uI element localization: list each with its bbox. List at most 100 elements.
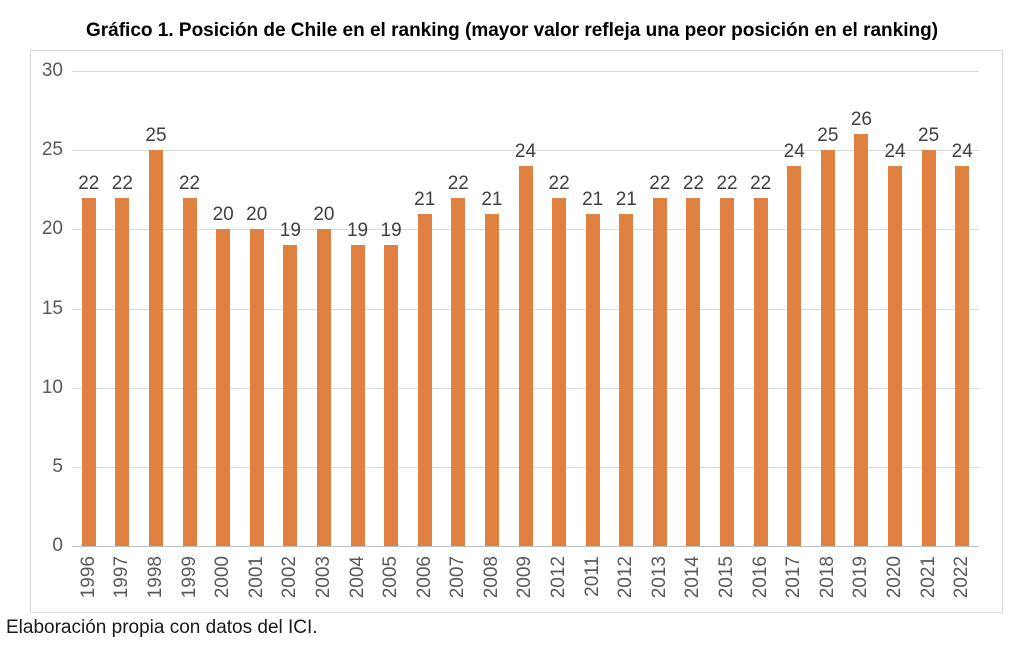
bar (249, 229, 264, 546)
y-tick-label: 30 (41, 60, 63, 81)
x-tick-label: 2017 (777, 556, 811, 608)
x-tick-label: 2007 (442, 556, 476, 608)
x-tick-label: 2021 (912, 556, 946, 608)
x-tick-text: 2018 (816, 556, 838, 599)
bar (115, 197, 130, 546)
x-tick-label: 1997 (106, 556, 140, 608)
bar-value-label: 19 (279, 220, 301, 242)
x-tick-text: 2003 (312, 556, 334, 599)
x-tick-text: 2013 (648, 556, 670, 599)
bar (753, 197, 768, 546)
y-tick-label: 25 (41, 139, 63, 161)
x-tick-label: 1999 (173, 556, 207, 608)
bar (417, 213, 432, 546)
x-tick-text: 2008 (480, 556, 502, 599)
x-tick-label: 2014 (677, 556, 711, 608)
plot-area: 0 5 10 15 20 25 30 22 1996 22 1997 25 1998 22 1999 20 20… (31, 51, 1002, 612)
bar (787, 166, 802, 546)
x-tick-label: 1998 (139, 556, 173, 608)
x-tick-text: 2006 (413, 556, 435, 599)
bar-value-label: 22 (78, 172, 100, 194)
x-tick-label: 2019 (845, 556, 879, 608)
x-tick-label: 2009 (509, 556, 543, 608)
bar-value-label: 22 (548, 172, 570, 194)
x-tick-text: 2019 (850, 556, 872, 599)
bar (182, 197, 197, 546)
bar-value-label: 25 (918, 125, 940, 147)
x-tick-text: 2004 (346, 556, 368, 599)
bar (484, 213, 499, 546)
bar-value-label: 19 (346, 220, 369, 242)
bar-value-label: 24 (514, 141, 537, 162)
x-tick-label: 2004 (341, 556, 375, 608)
x-tick-label: 2001 (240, 556, 274, 608)
bar-value-label: 22 (716, 172, 738, 194)
bar (148, 150, 163, 546)
x-tick-label: 2006 (408, 556, 442, 608)
x-tick-text: 2009 (514, 556, 536, 599)
bar-value-label: 24 (783, 141, 805, 162)
gridline (72, 71, 979, 72)
bar (316, 229, 331, 546)
bar-value-label: 20 (246, 204, 268, 226)
bar (888, 166, 903, 546)
x-tick-text: 1998 (144, 556, 166, 599)
y-tick-label: 10 (41, 376, 63, 398)
y-tick-label: 5 (52, 455, 63, 477)
x-tick-label: 1996 (72, 556, 106, 608)
bar-value-label: 26 (850, 109, 872, 131)
x-tick-label: 2008 (475, 556, 509, 608)
bar (720, 197, 735, 546)
x-tick-label: 2000 (206, 556, 240, 608)
bar (652, 197, 667, 546)
x-tick-text: 2016 (749, 556, 771, 599)
bar (921, 150, 936, 546)
x-tick-label: 2018 (811, 556, 845, 608)
bar (518, 166, 533, 546)
x-tick-label: 2005 (374, 556, 408, 608)
bar (585, 213, 600, 546)
x-tick-text: 2000 (212, 556, 234, 599)
x-tick-label: 2011 (576, 556, 610, 608)
x-tick-text: 2011 (581, 556, 603, 597)
x-tick-label: 2002 (274, 556, 308, 608)
bar (283, 245, 298, 546)
x-tick-text: 2021 (917, 556, 939, 599)
x-tick-text: 2012 (548, 556, 570, 599)
x-tick-text: 2017 (783, 556, 805, 599)
bar-value-label: 24 (884, 141, 906, 162)
bar (552, 197, 567, 546)
x-tick-label: 2020 (878, 556, 912, 608)
bar (955, 166, 970, 546)
chart-title: Gráfico 1. Posición de Chile en el ranki… (85, 20, 939, 41)
x-tick-text: 2005 (380, 556, 402, 599)
bar-value-label: 22 (111, 172, 133, 194)
x-tick-text: 2020 (884, 556, 905, 599)
x-tick-label: 2016 (744, 556, 778, 608)
x-tick-text: 2001 (245, 556, 267, 599)
bar (820, 150, 835, 546)
bar-value-label: 24 (951, 141, 973, 162)
bar-value-label: 20 (212, 204, 234, 226)
gridline (72, 150, 979, 152)
bar-value-label: 22 (447, 172, 469, 194)
bar (350, 245, 365, 546)
bar (384, 245, 399, 546)
x-tick-text: 2012 (615, 556, 637, 599)
x-tick-label: 2012 (542, 556, 576, 608)
bar (81, 197, 96, 546)
bar-value-label: 22 (649, 172, 671, 194)
bar-value-label: 25 (817, 125, 839, 147)
bar-value-label: 25 (145, 125, 167, 147)
x-tick-label: 2022 (945, 556, 979, 608)
x-tick-text: 1996 (77, 556, 99, 599)
bar-value-label: 19 (380, 220, 402, 242)
bar-value-label: 21 (582, 188, 604, 210)
bar-value-label: 21 (615, 188, 637, 210)
bar (619, 213, 634, 546)
x-tick-text: 1997 (111, 556, 133, 599)
bar-value-label: 20 (313, 204, 335, 226)
y-tick-label: 0 (52, 535, 63, 556)
chart-frame: 0 5 10 15 20 25 30 22 1996 22 1997 25 1998 22 1999 20 20… (30, 50, 1003, 613)
bar (216, 229, 231, 546)
